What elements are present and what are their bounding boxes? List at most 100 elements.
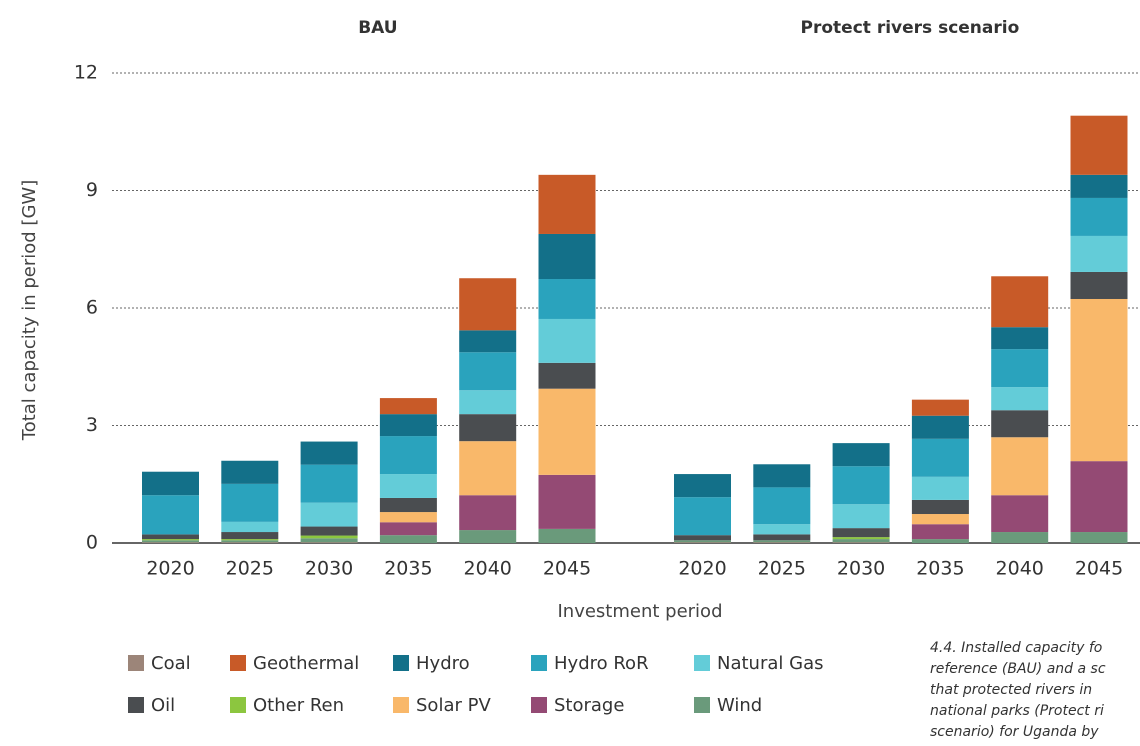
y-tick-label: 12	[74, 62, 98, 84]
legend-swatch	[694, 697, 710, 713]
caption-line: scenario) for Uganda by	[930, 724, 1099, 740]
legend-label: Geothermal	[253, 653, 359, 674]
legend-label: Oil	[151, 695, 175, 716]
bar-segment	[538, 528, 596, 543]
x-tick-label: 2035	[916, 558, 964, 580]
legend-swatch	[531, 655, 547, 671]
bar-segment	[538, 388, 596, 475]
bar-segment	[991, 437, 1049, 496]
bar-segment	[142, 495, 199, 535]
bar-segment	[911, 539, 969, 543]
bar-segment	[538, 279, 596, 319]
bar-segment	[674, 497, 731, 536]
bar-segment	[300, 502, 358, 527]
bar-segment	[832, 537, 890, 540]
bar-segment	[142, 539, 199, 541]
x-tick-label: 2025	[758, 558, 806, 580]
x-tick-label: 2030	[305, 558, 353, 580]
y-axis-label: Total capacity in period [GW]	[19, 180, 40, 441]
x-tick-label: 2040	[464, 558, 512, 580]
bar-segment	[459, 441, 517, 496]
legend-swatch	[393, 655, 409, 671]
legend-label: Wind	[717, 695, 762, 716]
x-tick-label: 2025	[226, 558, 274, 580]
legend-swatch	[531, 697, 547, 713]
bar-segment	[459, 352, 517, 391]
bar-segment	[459, 278, 517, 331]
bar-segment	[832, 443, 890, 467]
y-tick-label: 9	[86, 179, 98, 201]
bar-segment	[142, 542, 199, 543]
bar-segment	[753, 524, 811, 535]
bar-segment	[300, 526, 358, 536]
bar-segment	[459, 530, 517, 543]
bar-segment	[538, 233, 596, 280]
bar-segment	[379, 398, 437, 415]
bar-segment	[300, 441, 358, 465]
x-axis-label: Investment period	[557, 601, 722, 622]
bar-segment	[379, 535, 437, 543]
legend-label: Hydro	[416, 653, 470, 674]
x-tick-label: 2020	[678, 558, 726, 580]
bar-segment	[221, 540, 279, 543]
bar-segment	[221, 542, 279, 543]
y-tick-label: 0	[86, 532, 98, 554]
legend-swatch	[393, 697, 409, 713]
bar-segment	[379, 414, 437, 437]
bar-segment	[379, 512, 437, 523]
bar-segment	[911, 399, 969, 416]
legend-swatch	[128, 655, 144, 671]
bar-segment	[300, 538, 358, 543]
legend-swatch	[694, 655, 710, 671]
bar-segment	[753, 540, 811, 543]
bar-segment	[832, 539, 890, 543]
bar-segment	[991, 349, 1049, 388]
caption-line: national parks (Protect ri	[930, 703, 1104, 719]
y-tick-label: 6	[86, 297, 98, 319]
bar-segment	[538, 174, 596, 234]
bar-segment	[221, 483, 279, 522]
bar-segment	[674, 542, 731, 543]
legend-swatch	[230, 697, 246, 713]
bar-segment	[221, 521, 279, 533]
legend-swatch	[230, 655, 246, 671]
legend-label: Natural Gas	[717, 653, 823, 674]
bar-segment	[911, 415, 969, 439]
bar-segment	[221, 460, 279, 484]
x-tick-label: 2045	[1075, 558, 1123, 580]
bar-segment	[459, 330, 517, 353]
legend-label: Hydro RoR	[554, 653, 649, 674]
x-tick-label: 2030	[837, 558, 885, 580]
bar-segment	[991, 410, 1049, 438]
legend-label: Other Ren	[253, 695, 344, 716]
bar-segment	[911, 499, 969, 515]
bar-segment	[538, 362, 596, 389]
bar-segment	[459, 495, 517, 531]
bar-segment	[991, 276, 1049, 328]
legend-label: Solar PV	[416, 695, 491, 716]
bar-segment	[832, 542, 890, 543]
x-tick-label: 2045	[543, 558, 591, 580]
bar-segment	[1070, 461, 1128, 533]
bar-segment	[911, 476, 969, 500]
x-tick-label: 2040	[996, 558, 1044, 580]
bar-segment	[459, 414, 517, 442]
y-tick-label: 3	[86, 414, 98, 436]
bar-segment	[379, 497, 437, 513]
bar-segment	[221, 539, 279, 541]
bar-segment	[142, 540, 199, 543]
bar-segment	[911, 524, 969, 540]
caption-line: reference (BAU) and a sc	[930, 661, 1106, 677]
bar-segment	[1070, 197, 1128, 236]
bar-segment	[538, 474, 596, 529]
bar-segment	[832, 528, 890, 538]
bar-segment	[832, 466, 890, 505]
caption-line: that protected rivers in	[930, 682, 1092, 698]
bar-segment	[379, 436, 437, 475]
bar-segment	[991, 327, 1049, 350]
bar-segment	[379, 522, 437, 536]
bar-segment	[1070, 532, 1128, 543]
bar-segment	[1070, 174, 1128, 198]
bar-segment	[753, 487, 811, 525]
